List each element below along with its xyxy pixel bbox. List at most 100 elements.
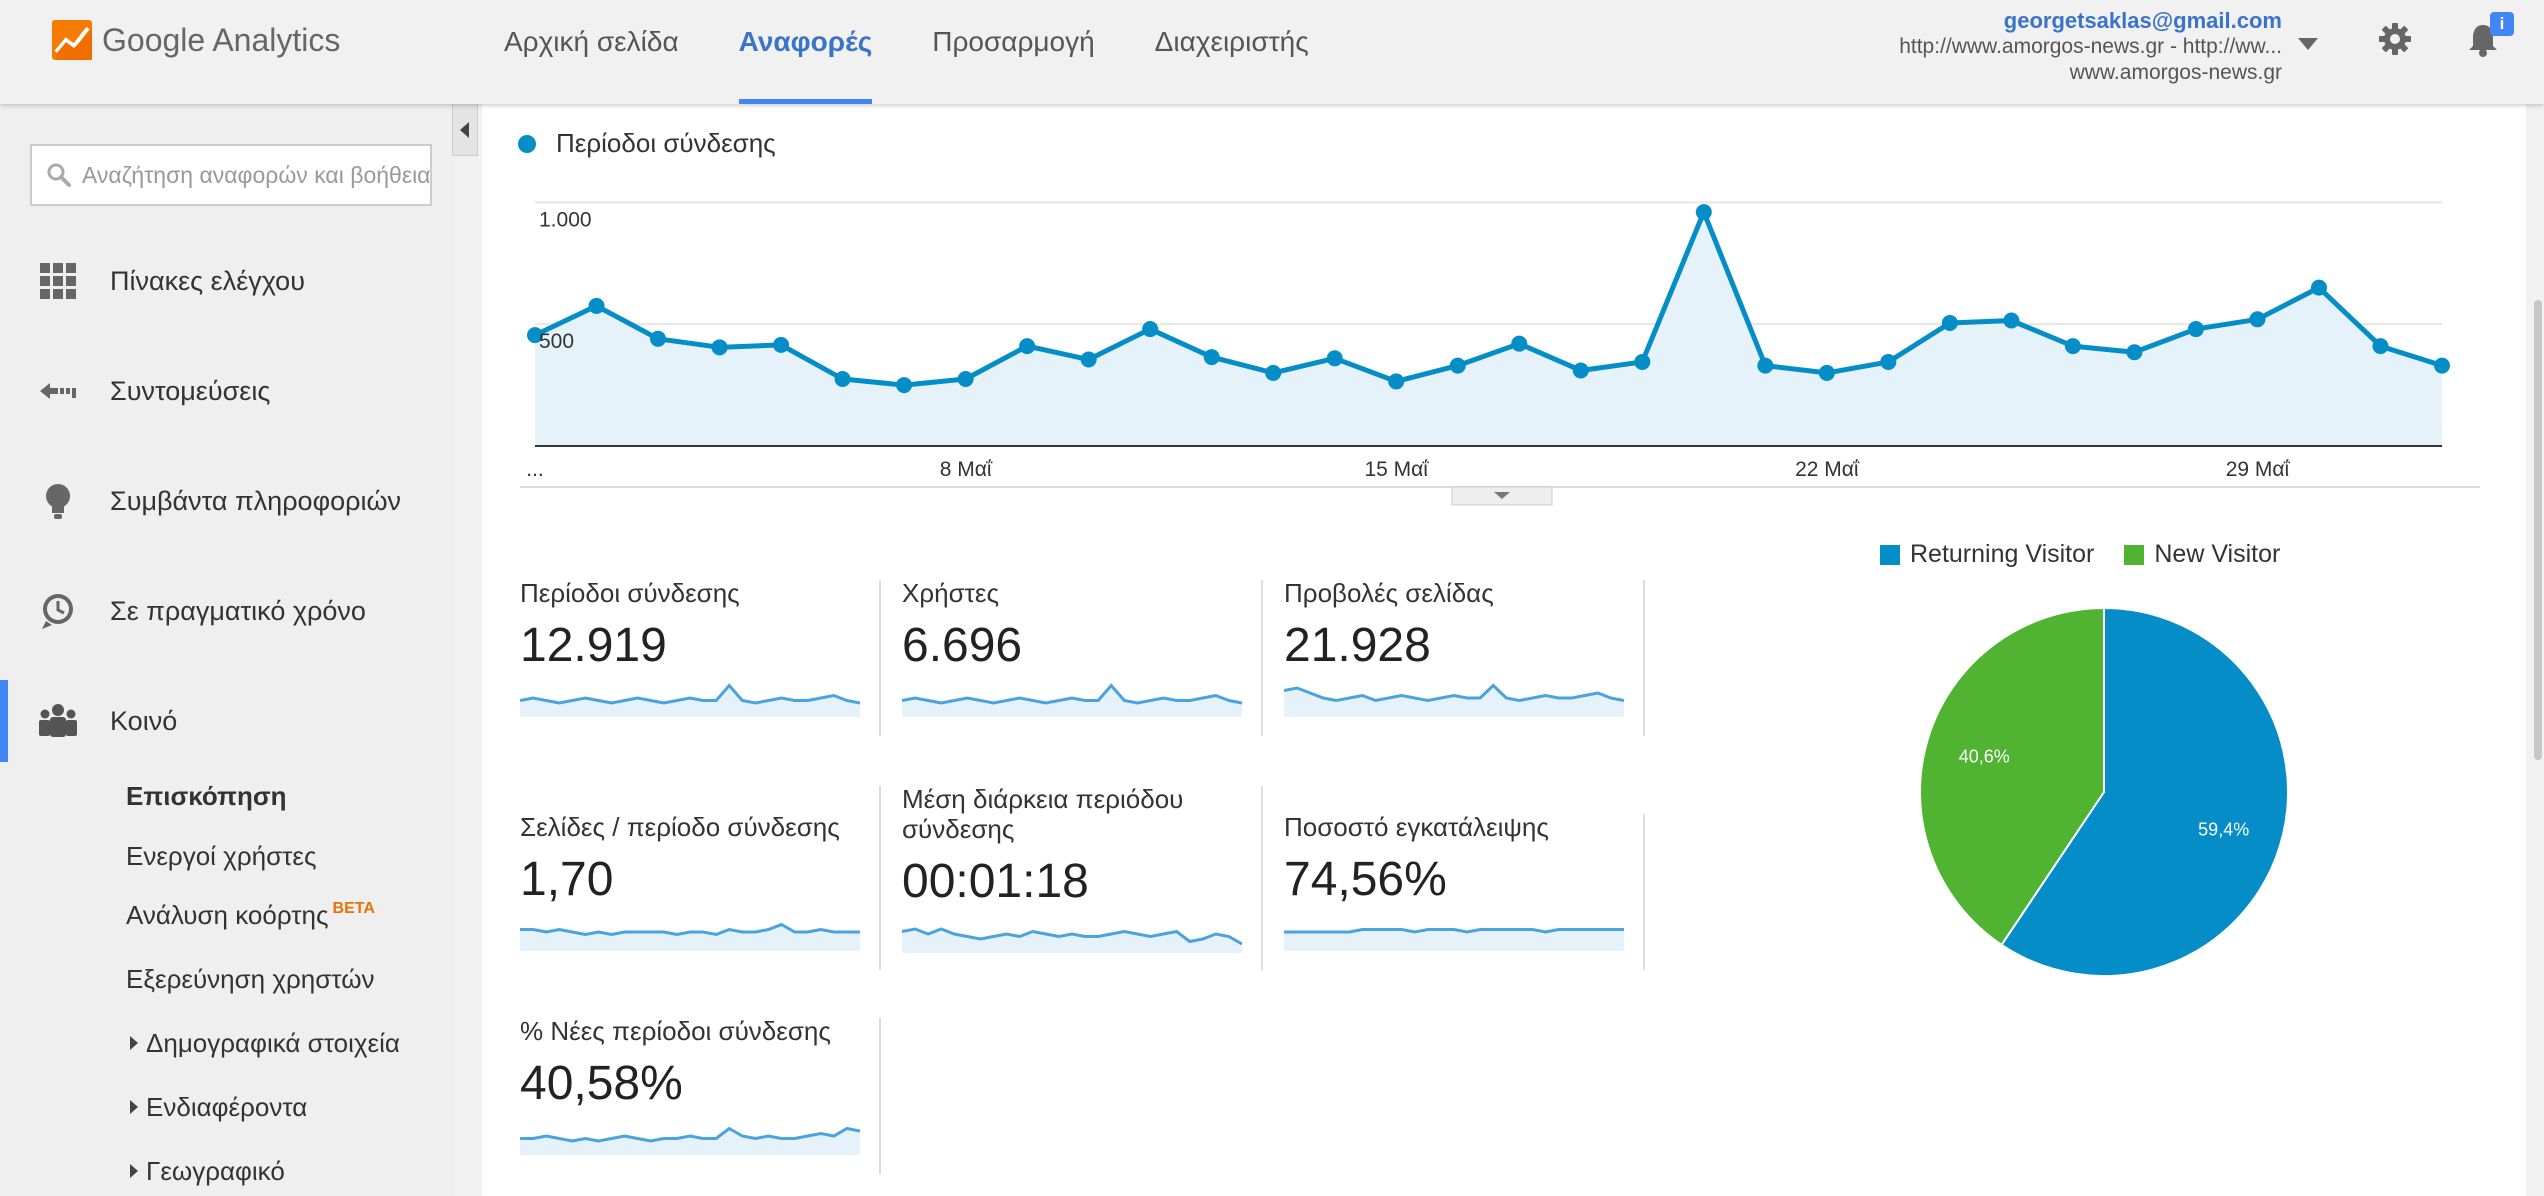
sidebar-subitem-demographics[interactable]: Δημογραφικά στοιχεία xyxy=(130,1028,400,1059)
new-visitor-swatch xyxy=(2124,544,2145,565)
sparkline-area xyxy=(520,924,860,951)
sidebar-item-label: Κοινό xyxy=(110,705,178,736)
sparkline-line xyxy=(902,683,1242,705)
metric-sparkline xyxy=(902,927,1242,953)
shortcut-arrow-icon xyxy=(40,383,76,399)
metric-label: Ποσοστό εγκατάλειψης xyxy=(1284,812,1549,842)
notification-badge[interactable]: i xyxy=(2490,12,2514,36)
metric-value: 74,56% xyxy=(1284,853,1447,906)
app-name: Google Analytics xyxy=(102,21,341,58)
metric-value: 1,70 xyxy=(520,853,614,906)
sparkline-line xyxy=(1284,928,1624,934)
metric-value: 40,58% xyxy=(520,1057,683,1110)
pie-legend: Returning Visitor New Visitor xyxy=(1880,540,2280,569)
sidebar-subitem-active-users[interactable]: Ενεργοί χρήστες xyxy=(126,841,317,871)
main-nav: Αρχική σελίδα Αναφορές Προσαρμογή Διαχει… xyxy=(474,0,1339,104)
sparkline-line xyxy=(1284,683,1624,703)
pie-legend-label: New Visitor xyxy=(2154,540,2281,568)
metric-divider xyxy=(879,580,881,736)
metric-card[interactable]: Προβολές σελίδας 21.928 xyxy=(1284,578,1624,717)
sidebar-subitem-label: Ενδιαφέροντα xyxy=(146,1092,308,1122)
metric-card[interactable]: Περίοδοι σύνδεσης 12.919 xyxy=(520,578,860,717)
search-placeholder: Αναζήτηση αναφορών και βοήθεια xyxy=(81,161,430,188)
account-view: www.amorgos-news.gr xyxy=(2069,61,2282,84)
beta-badge: BETA xyxy=(332,900,375,917)
gear-icon[interactable] xyxy=(2378,22,2412,56)
metric-divider xyxy=(1643,814,1645,970)
tab-customization[interactable]: Προσαρμογή xyxy=(932,26,1095,57)
metric-value: 12.919 xyxy=(520,619,667,672)
sparkline-line xyxy=(520,683,860,705)
chevron-down-icon[interactable] xyxy=(2298,38,2318,50)
metric-divider xyxy=(1261,786,1263,970)
sidebar-subitem-label: Γεωγραφικό xyxy=(146,1156,285,1186)
sparkline-area xyxy=(520,685,860,717)
account-property: http://www.amorgos-news.gr - http://ww..… xyxy=(1899,35,2282,58)
sparkline-line xyxy=(902,927,1242,946)
expand-arrow-icon xyxy=(130,1036,138,1051)
google-analytics-logo[interactable]: Google Analytics xyxy=(52,20,340,60)
metric-divider xyxy=(1643,580,1645,736)
line-chart-legend[interactable]: Περίοδοι σύνδεσης xyxy=(518,128,776,159)
metric-card[interactable]: % Νέες περίοδοι σύνδεσης 40,58% xyxy=(520,1016,860,1155)
sidebar-item-label: Πίνακες ελέγχου xyxy=(110,265,305,296)
returning-visitor-swatch xyxy=(1880,544,1900,565)
tab-reports[interactable]: Αναφορές xyxy=(709,0,903,104)
metric-label: % Νέες περίοδοι σύνδεσης xyxy=(520,1016,831,1046)
top-bar: Google Analytics Αρχική σελίδα Αναφορές … xyxy=(0,0,2544,104)
sidebar-subitem-overview[interactable]: Επισκόπηση xyxy=(126,781,287,811)
sparkline-line xyxy=(520,1126,860,1143)
analytics-logo-icon xyxy=(52,20,92,60)
active-section-indicator xyxy=(0,680,8,762)
search-input[interactable]: Αναζήτηση αναφορών και βοήθεια xyxy=(30,144,432,206)
lightbulb-icon xyxy=(46,484,70,519)
sidebar-subitem-geo[interactable]: Γεωγραφικό xyxy=(130,1156,285,1187)
expand-arrow-icon xyxy=(130,1164,138,1179)
metric-sparkline xyxy=(520,922,860,951)
sidebar-item-shortcuts[interactable]: Συντομεύσεις xyxy=(0,356,454,426)
sidebar-item-realtime[interactable]: Σε πραγματικό χρόνο xyxy=(0,576,454,646)
metric-divider xyxy=(879,1018,881,1174)
sidebar-subitem-interests[interactable]: Ενδιαφέροντα xyxy=(130,1092,307,1123)
metric-sparkline xyxy=(1284,928,1624,951)
sidebar-subitem-cohort-analysis[interactable]: Ανάλυση κοόρτης BETA xyxy=(126,900,375,931)
sidebar-item-label: Συμβάντα πληροφοριών xyxy=(110,485,402,516)
metric-card[interactable]: Χρήστες 6.696 xyxy=(902,578,1242,717)
metric-label: Σελίδες / περίοδο σύνδεσης xyxy=(520,812,840,842)
sidebar-subitem-label: Δημογραφικά στοιχεία xyxy=(146,1028,400,1058)
metric-label: Προβολές σελίδας xyxy=(1284,578,1494,608)
clock-icon xyxy=(42,594,73,629)
metric-divider xyxy=(1261,580,1263,736)
expand-arrow-icon xyxy=(130,1100,138,1115)
metric-card[interactable]: Μέση διάρκεια περιόδου σύνδεσης 00:01:18 xyxy=(902,784,1242,953)
sidebar-collapse-button[interactable] xyxy=(452,104,478,156)
metric-divider xyxy=(879,786,881,970)
sparkline-area xyxy=(1284,685,1624,717)
metric-value: 21.928 xyxy=(1284,619,1431,672)
sidebar-item-audience[interactable]: Κοινό xyxy=(0,686,454,756)
metric-value: 6.696 xyxy=(902,619,1023,672)
metric-card[interactable]: Ποσοστό εγκατάλειψης 74,56% xyxy=(1284,812,1624,951)
sidebar-subitem-label: Ανάλυση κοόρτης xyxy=(126,900,329,930)
page-scrollbar[interactable] xyxy=(2534,300,2542,760)
account-email: georgetsaklas@gmail.com xyxy=(2003,8,2282,33)
sidebar-subitem-user-explorer[interactable]: Εξερεύνηση χρηστών xyxy=(126,964,375,994)
sparkline-line xyxy=(520,922,860,937)
metric-label: Χρήστες xyxy=(902,578,1000,608)
metric-sparkline xyxy=(1284,683,1624,717)
dashboard-grid-icon xyxy=(40,263,76,299)
sidebar-item-label: Σε πραγματικό χρόνο xyxy=(110,595,366,626)
metric-label: Περίοδοι σύνδεσης xyxy=(520,578,740,608)
search-icon xyxy=(47,163,71,187)
sparkline-area xyxy=(1284,929,1624,951)
series-dot xyxy=(518,134,536,153)
tab-admin[interactable]: Διαχειριστής xyxy=(1154,26,1309,57)
sidebar-item-label: Συντομεύσεις xyxy=(110,375,271,406)
account-selector[interactable]: georgetsaklas@gmail.com http://www.amorg… xyxy=(1899,8,2282,86)
tab-home[interactable]: Αρχική σελίδα xyxy=(504,26,679,57)
metric-card[interactable]: Σελίδες / περίοδο σύνδεσης 1,70 xyxy=(520,812,860,951)
metric-sparkline xyxy=(902,683,1242,717)
sparkline-area xyxy=(902,929,1242,953)
sidebar-item-intelligence-events[interactable]: Συμβάντα πληροφοριών xyxy=(0,466,454,536)
sidebar-item-dashboards[interactable]: Πίνακες ελέγχου xyxy=(0,246,454,316)
